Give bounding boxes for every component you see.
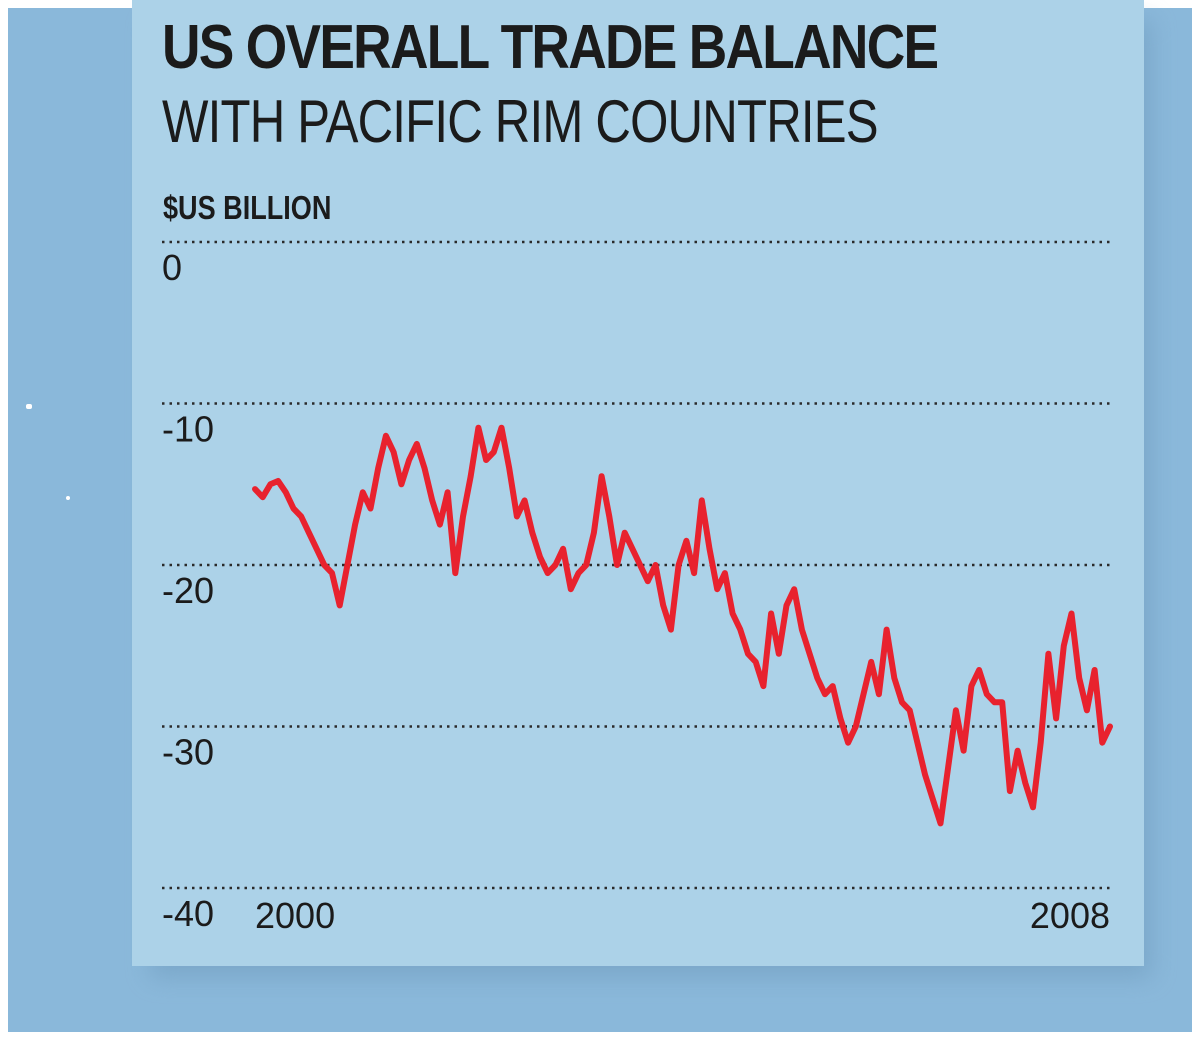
series-line bbox=[252, 424, 1113, 827]
y-tick-label: -20 bbox=[162, 570, 214, 611]
y-tick-label: 0 bbox=[162, 247, 182, 288]
x-tick-labels: 2000 2008 bbox=[255, 895, 1110, 936]
chart-subtitle: WITH PACIFIC RIM COUNTRIES bbox=[162, 88, 879, 155]
y-tick-label: -40 bbox=[162, 893, 214, 934]
y-tick-label: -30 bbox=[162, 732, 214, 773]
y-tick-labels: 0 -10 -20 -30 -40 bbox=[162, 247, 214, 934]
gridlines bbox=[162, 240, 1110, 890]
x-tick-label: 2008 bbox=[1030, 895, 1110, 936]
stray-mark bbox=[26, 404, 32, 409]
x-tick-label: 2000 bbox=[255, 895, 335, 936]
y-tick-label: -10 bbox=[162, 409, 214, 450]
stray-mark bbox=[66, 496, 70, 500]
series-group bbox=[252, 424, 1113, 827]
chart-title: US OVERALL TRADE BALANCE bbox=[162, 13, 939, 82]
chart-panel bbox=[132, 0, 1144, 966]
y-axis-unit-label: $US BILLION bbox=[163, 189, 332, 226]
